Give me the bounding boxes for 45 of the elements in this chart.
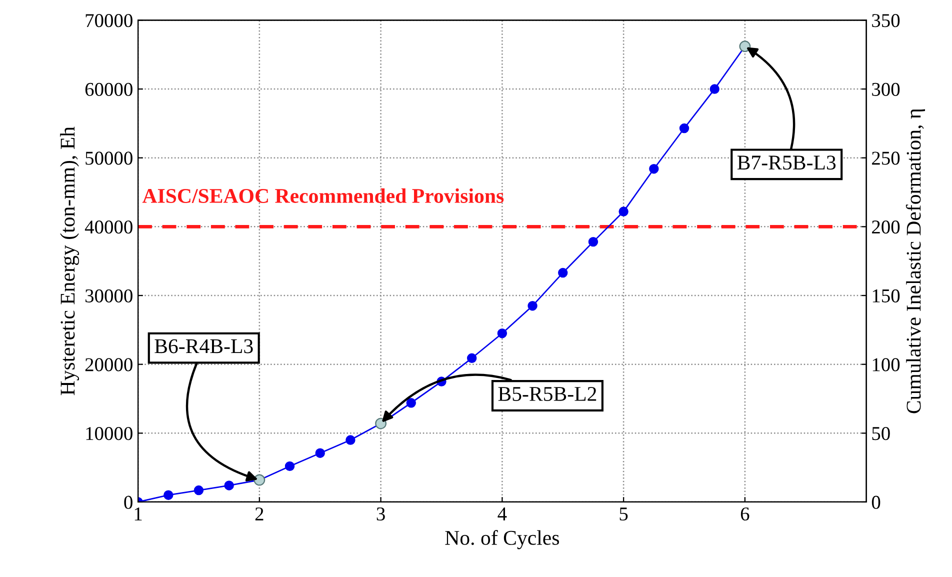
y2-tick-label: 300 [872,82,900,96]
ref-line-label: AISC/SEAOC Recommended Provisions [142,188,504,203]
x-tick-label: 3 [376,507,385,521]
y2-tick-label: 200 [872,220,900,234]
y2-tick-label: 150 [872,289,900,302]
point [224,480,234,490]
y-tick-label: 40000 [84,220,132,234]
point [588,236,598,247]
point [346,435,356,445]
point [164,490,174,500]
y-tick-label: 60000 [85,82,132,96]
y2-tick-label: 0 [872,496,880,509]
point [618,206,628,216]
y-tick-label: 10000 [86,426,132,440]
y-tick-label: 70000 [86,14,132,28]
annotation: B6-R4B-L3 [154,339,253,354]
point [406,398,416,408]
x-tick-label: 1 [134,508,142,520]
point [710,84,720,94]
annotation: B5-R5B-L2 [498,386,596,401]
y2-tick-label: 250 [872,152,900,165]
point [679,123,690,134]
y2-axis-title: Cumulative Inelastic Deformation, η [906,109,926,414]
y-tick-label: 20000 [85,358,132,372]
point [466,353,477,363]
point [315,448,325,458]
point [649,164,659,174]
x-tick-label: 5 [620,508,628,521]
y2-tick-label: 50 [872,426,890,440]
point [284,461,295,472]
y-tick-label: 30000 [85,289,132,302]
point [194,485,204,496]
y-axis-title: Hysteretic Energy (ton-mm), Eh [60,126,80,396]
annotation: B7-R5B-L3 [737,156,836,170]
x-tick-label: 4 [498,508,507,520]
x-tick-label: 2 [255,507,264,520]
y-tick-label: 0 [124,496,132,509]
x-tick-label: 6 [740,507,750,521]
point [558,268,568,278]
y-tick-label: 50000 [86,152,132,165]
y2-tick-label: 350 [872,14,900,28]
point [528,300,538,311]
x-axis-title: No. of Cycles [445,530,559,550]
y2-tick-label: 100 [872,358,900,372]
point [497,328,508,338]
